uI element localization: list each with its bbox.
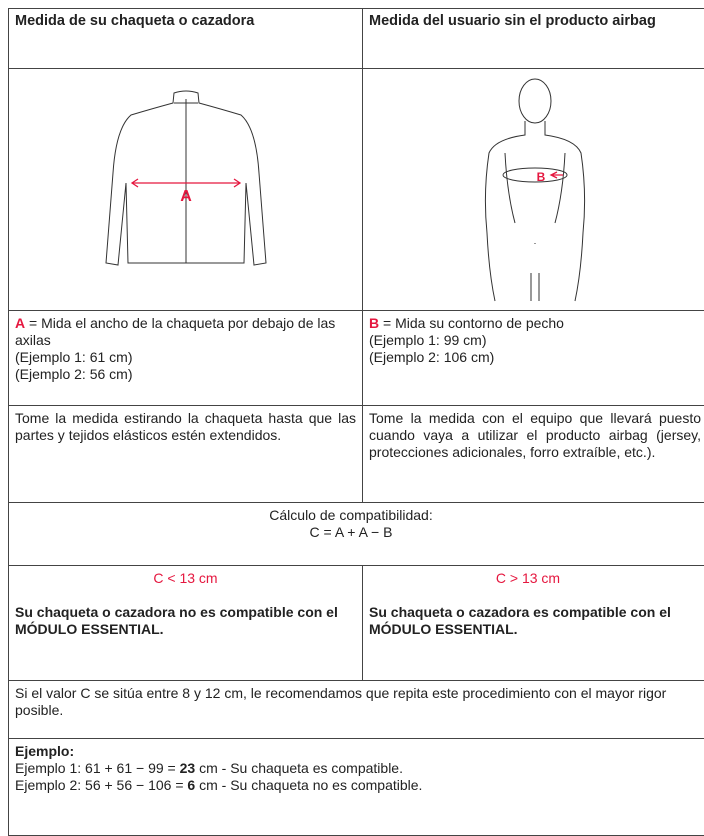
- example-result: 6: [187, 777, 196, 793]
- calculation-row: Cálculo de compatibilidad: C = A + A − B: [8, 502, 704, 566]
- example-text: cm - Su chaqueta es compatible.: [199, 760, 403, 776]
- jacket-drawing: A: [104, 90, 267, 266]
- result-row: C < 13 cm Su chaqueta o cazadora no es c…: [8, 565, 704, 681]
- example-cell: Ejemplo: Ejemplo 1: 61 + 61 − 99 = 23 cm…: [8, 738, 704, 836]
- example-calc: Ejemplo 1: 61 + 61 − 99 =: [15, 760, 176, 776]
- example-line: Ejemplo 1: 61 + 61 − 99 = 23 cm - Su cha…: [15, 760, 701, 777]
- measure-example: (Ejemplo 2: 106 cm): [369, 349, 495, 365]
- measure-example: (Ejemplo 1: 99 cm): [369, 332, 487, 348]
- header-cell: Medida de su chaqueta o cazadora: [8, 8, 363, 69]
- result-verdict: Su chaqueta o cazadora es compatible con…: [369, 604, 671, 637]
- instruction-row: Tome la medida estirando la chaqueta has…: [8, 405, 704, 503]
- instruction-cell: Tome la medida estirando la chaqueta has…: [8, 405, 363, 503]
- measure-cell: B = Mida su contorno de pecho (Ejemplo 1…: [362, 310, 704, 406]
- measure-letter: A: [15, 315, 26, 331]
- measure-example: (Ejemplo 1: 61 cm): [15, 349, 133, 365]
- figure-label: B: [537, 170, 546, 184]
- calculation-title: Cálculo de compatibilidad:: [269, 507, 433, 523]
- example-text: cm - Su chaqueta no es compatible.: [199, 777, 423, 793]
- figure-cell: B: [362, 68, 704, 311]
- header-cell: Medida del usuario sin el producto airba…: [362, 8, 704, 69]
- figure-row: A B: [8, 68, 704, 311]
- body-drawing: B: [484, 78, 586, 302]
- example-calc: Ejemplo 2: 56 + 56 − 106 =: [15, 777, 184, 793]
- result-condition: C < 13 cm: [153, 570, 218, 586]
- instruction-cell: Tome la medida con el equipo que llevará…: [362, 405, 704, 503]
- figure-label: A: [180, 188, 192, 205]
- measure-row: A = Mida el ancho de la chaqueta por deb…: [8, 310, 704, 406]
- note-row: Si el valor C se sitúa entre 8 y 12 cm, …: [8, 680, 704, 739]
- compatibility-table: Medida de su chaqueta o cazadora Medida …: [8, 8, 704, 836]
- example-row: Ejemplo: Ejemplo 1: 61 + 61 − 99 = 23 cm…: [8, 738, 704, 836]
- measure-text: = Mida su contorno de pecho: [383, 315, 564, 331]
- example-heading: Ejemplo:: [15, 743, 75, 759]
- example-line: Ejemplo 2: 56 + 56 − 106 = 6 cm - Su cha…: [15, 777, 701, 794]
- result-cell: C < 13 cm Su chaqueta o cazadora no es c…: [8, 565, 363, 681]
- measure-example: (Ejemplo 2: 56 cm): [15, 366, 133, 382]
- measure-text: = Mida el ancho de la chaqueta por debaj…: [15, 315, 336, 348]
- header-row: Medida de su chaqueta o cazadora Medida …: [8, 8, 704, 69]
- measure-letter: B: [369, 315, 380, 331]
- example-result: 23: [179, 760, 196, 776]
- result-cell: C > 13 cm Su chaqueta o cazadora es comp…: [362, 565, 704, 681]
- calculation-formula: C = A + A − B: [309, 524, 393, 540]
- note-cell: Si el valor C se sitúa entre 8 y 12 cm, …: [8, 680, 704, 739]
- calculation-cell: Cálculo de compatibilidad: C = A + A − B: [8, 502, 704, 566]
- measure-cell: A = Mida el ancho de la chaqueta por deb…: [8, 310, 363, 406]
- figure-cell: A: [8, 68, 363, 311]
- result-condition: C > 13 cm: [495, 570, 561, 586]
- result-verdict: Su chaqueta o cazadora no es compatible …: [15, 604, 338, 637]
